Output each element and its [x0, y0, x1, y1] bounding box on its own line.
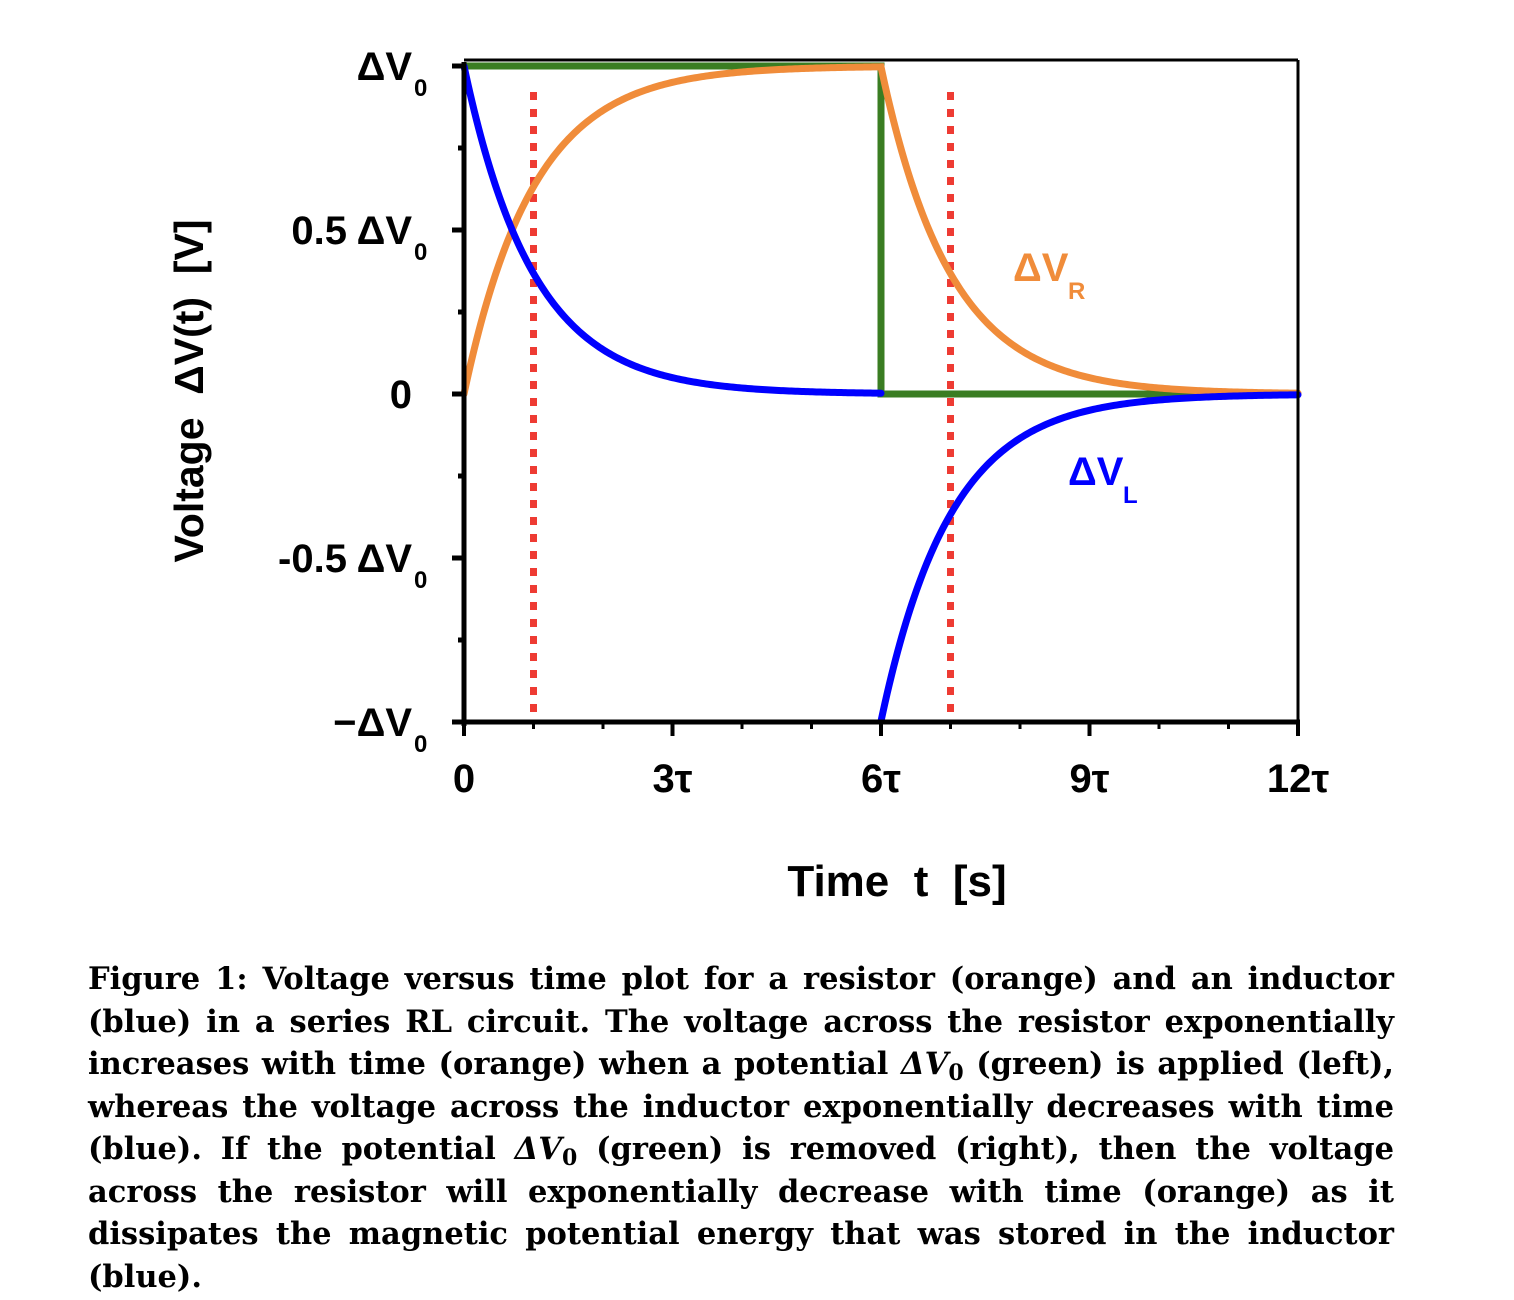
x-axis-label: Time t [s]: [787, 857, 1006, 906]
y-tick-label-subscript: 0: [414, 567, 427, 594]
caption-math-2-sub: 0: [561, 1145, 578, 1171]
caption-part-2: (green) is applied (left), whereas the v…: [88, 1046, 1394, 1167]
caption-part-3: (green) is removed (right), then the vol…: [88, 1131, 1394, 1295]
series-annotation-R: ΔV: [1013, 246, 1069, 290]
y-tick-label-subscript: 0: [414, 239, 427, 266]
chart: ΔV 00.5 ΔV 00-0.5 ΔV 0−ΔV 00 3τ 6τ 9τ 12τΔVRΔVL …: [166, 45, 1329, 906]
series-annotation-subscript-L: L: [1123, 482, 1138, 509]
y-tick-label: 0.5 ΔV: [291, 209, 412, 253]
ticks-layer: [452, 63, 1300, 736]
y-tick-label: ΔV: [357, 45, 413, 89]
x-tick-label: 9τ: [1069, 757, 1109, 801]
x-tick-label: 6τ: [861, 757, 901, 801]
x-tick-label: 3τ: [652, 757, 692, 801]
dotted-markers-layer: [530, 92, 954, 718]
series-annotation-L: ΔV: [1068, 450, 1124, 494]
figure-caption: Figure 1: Voltage versus time plot for a…: [88, 958, 1394, 1298]
y-tick-label: 0: [390, 373, 412, 417]
series-applied-voltage-line: [464, 62, 1298, 398]
y-tick-label: -0.5 ΔV: [278, 537, 412, 581]
series-resistor-line: [460, 63, 1302, 398]
caption-math-2: ΔV: [514, 1131, 562, 1167]
x-tick-label: 12τ: [1267, 757, 1329, 801]
caption-math-1: ΔV: [900, 1046, 949, 1082]
x-tick-label: 0: [453, 757, 475, 801]
series-inductor-line: [460, 62, 1302, 725]
series-annotation-subscript-R: R: [1068, 278, 1085, 305]
y-tick-label: −ΔV: [333, 701, 412, 745]
y-axis-label: Voltage ΔV(t) [V]: [166, 219, 212, 562]
y-tick-label-subscript: 0: [414, 75, 427, 102]
series-layer: [460, 62, 1302, 725]
caption-part-1: Figure 1: Voltage versus time plot for a…: [88, 961, 1394, 1082]
y-tick-label-subscript: 0: [414, 731, 427, 758]
caption-math-1-sub: 0: [948, 1060, 964, 1086]
